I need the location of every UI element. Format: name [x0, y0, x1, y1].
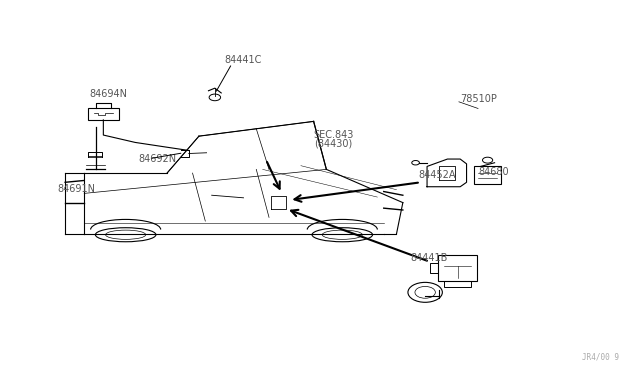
Bar	[444, 281, 471, 287]
Bar	[438, 255, 477, 281]
Bar	[430, 263, 438, 273]
Text: 78510P: 78510P	[460, 94, 497, 104]
Text: 84441B: 84441B	[410, 253, 448, 263]
Text: 84691N: 84691N	[58, 184, 95, 194]
Text: 84694N: 84694N	[90, 89, 127, 99]
Text: 84441C: 84441C	[225, 55, 262, 65]
Text: SEC.843: SEC.843	[314, 130, 354, 140]
Text: 84680: 84680	[478, 167, 509, 177]
Text: 84452A: 84452A	[419, 170, 456, 180]
Text: JR4/00 9: JR4/00 9	[582, 352, 620, 361]
Bar	[474, 166, 501, 184]
Text: 84692N: 84692N	[138, 154, 177, 164]
Bar	[88, 108, 118, 120]
Text: (84430): (84430)	[314, 138, 352, 148]
